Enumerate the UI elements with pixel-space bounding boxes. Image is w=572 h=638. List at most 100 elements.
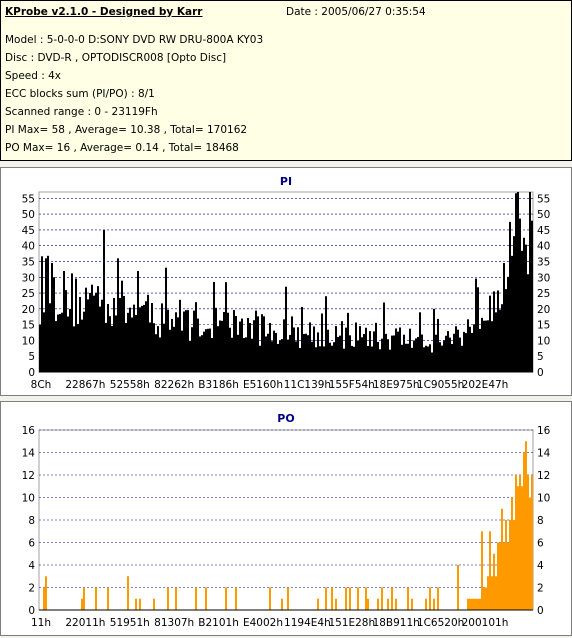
pi-bar	[195, 302, 197, 372]
pi-bar	[41, 256, 43, 372]
pi-bar	[53, 277, 55, 372]
pi-bar	[245, 337, 247, 372]
pi-x-tick-label: 155F54h	[329, 379, 375, 391]
pi-y-tick-left: 10	[22, 335, 35, 347]
pi-y-tick-left: 35	[22, 256, 35, 268]
po-bar	[505, 520, 507, 610]
pi-bar	[103, 229, 105, 372]
pi-bar	[475, 278, 477, 372]
pi-bar	[279, 340, 281, 372]
pi-bar	[99, 306, 101, 372]
pi-bar	[369, 331, 371, 372]
po-x-tick-label: 22011h	[65, 617, 105, 629]
pi-y-tick-right: 40	[537, 241, 550, 253]
pi-bar	[105, 322, 107, 372]
pi-bars	[39, 192, 533, 372]
pi-bar	[441, 345, 443, 372]
pi-y-tick-right: 25	[537, 288, 550, 300]
pi-bar	[299, 348, 301, 372]
pi-bar	[43, 312, 45, 372]
po-bar	[457, 565, 459, 610]
pi-bar	[525, 244, 527, 372]
pi-bar	[145, 301, 147, 372]
pi-bar	[231, 337, 233, 372]
pi-bar	[77, 324, 79, 372]
po-bars	[43, 441, 533, 610]
po-bar	[507, 542, 509, 610]
pi-bar	[119, 298, 121, 372]
pi-bar	[247, 317, 249, 372]
pi-bar	[303, 333, 305, 372]
po-bar	[527, 475, 529, 610]
pi-bar	[185, 310, 187, 372]
po-bar	[519, 475, 521, 610]
pi-bar	[203, 331, 205, 372]
po-bar	[475, 598, 477, 610]
po-y-tick-right: 16	[537, 425, 551, 437]
pi-bar	[495, 312, 497, 372]
pi-bar	[225, 282, 227, 372]
pi-bar	[405, 343, 407, 372]
pi-y-tick-right: 30	[537, 272, 550, 284]
pi-bar	[479, 328, 481, 372]
pi-bar	[161, 303, 163, 372]
po-bar	[325, 587, 327, 610]
po-bar	[135, 598, 137, 610]
pi-bar	[435, 334, 437, 372]
po-y-tick-left: 4	[28, 560, 35, 572]
pi-bar	[427, 346, 429, 372]
pi-bar	[517, 192, 519, 372]
po-bar	[425, 598, 427, 610]
po-bar	[477, 598, 479, 610]
pi-bar	[233, 310, 235, 372]
scan-date: Date : 2005/06/27 0:35:54	[286, 6, 426, 18]
pi-bar	[121, 280, 123, 372]
pi-bar	[199, 336, 201, 372]
po-y-tick-right: 14	[537, 448, 551, 460]
pi-bar	[57, 314, 59, 372]
pi-bar	[341, 321, 343, 372]
pi-bar	[183, 311, 185, 372]
pi-bar	[255, 310, 257, 372]
pi-bar	[131, 317, 133, 372]
pi-bar	[45, 258, 47, 372]
pi-bar	[359, 326, 361, 372]
pi-bar	[81, 319, 83, 372]
pi-bar	[49, 303, 51, 372]
pi-bar	[257, 316, 259, 372]
pi-bar	[531, 220, 533, 372]
pi-bar	[377, 341, 379, 372]
po-bar	[175, 587, 177, 610]
pi-bar	[211, 338, 213, 372]
po-bar	[513, 520, 515, 610]
pi-bar	[349, 335, 351, 372]
pi-bar	[381, 338, 383, 372]
po-bar	[489, 531, 491, 610]
pi-bar	[125, 323, 127, 372]
pi-bar	[421, 334, 423, 372]
pi-bar	[347, 312, 349, 372]
pi-bar	[335, 326, 337, 372]
pi-bar	[71, 273, 73, 372]
po-bar	[429, 587, 431, 610]
pi-bar	[193, 310, 195, 372]
pi-bar	[433, 308, 435, 372]
pi-bar	[519, 218, 521, 372]
pi-bar	[135, 314, 137, 372]
model-line: Model : 5-0-0-0 D:SONY DVD RW DRU-800A K…	[5, 34, 264, 46]
pi-x-tick-label: 11C139h	[284, 379, 331, 391]
pi-bar	[389, 349, 391, 372]
pi-bar	[235, 316, 237, 372]
pi-bar	[189, 340, 191, 372]
po-x-tick-label: 81307h	[154, 617, 194, 629]
pi-bar	[465, 333, 467, 372]
pi-bar	[171, 318, 173, 372]
pi-bar	[363, 333, 365, 372]
pi-bar	[251, 338, 253, 372]
pi-bar	[215, 307, 217, 372]
pi-bar	[329, 342, 331, 372]
pi-bar	[445, 335, 447, 372]
pi-y-tick-right: 55	[537, 193, 550, 205]
po-y-tick-right: 4	[537, 560, 544, 572]
